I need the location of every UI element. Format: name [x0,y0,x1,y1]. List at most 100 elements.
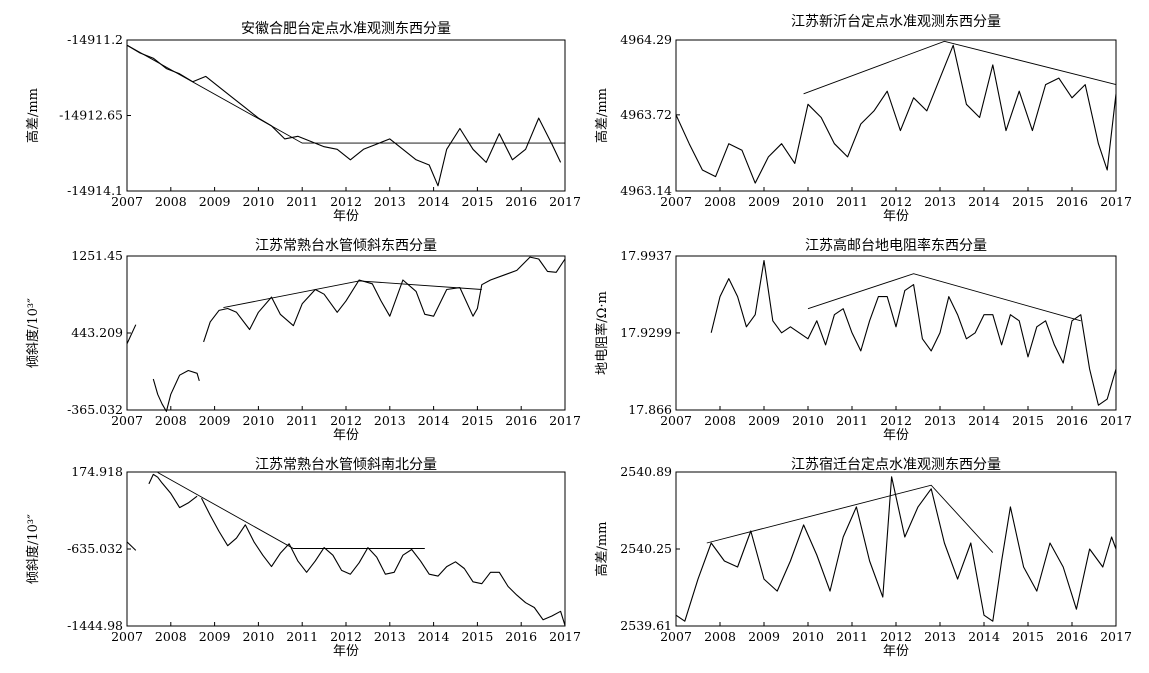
trend-line [803,40,1117,95]
trend-line [807,273,1081,322]
x-tick-label: 2015 [461,413,493,428]
x-tick-label: 2010 [242,629,274,644]
trend-line [223,280,482,309]
trend-line [126,44,565,144]
x-tick-label: 2011 [286,413,318,428]
y-axis-label: 高差/mm [594,88,610,143]
x-tick-label: 2007 [111,194,143,209]
x-tick-label: 2011 [836,413,868,428]
x-tick-label: 2014 [968,194,1000,209]
x-tick-label: 2012 [880,629,912,644]
x-tick-label: 2017 [1100,629,1132,644]
x-tick-label: 2009 [748,413,780,428]
x-tick-label: 2017 [1100,194,1132,209]
y-axis-label: 倾斜度/10³″ [25,514,41,584]
series-line-1 [126,541,137,551]
x-tick-label: 2008 [704,194,736,209]
x-tick-label: 2012 [880,413,912,428]
series-line-3 [201,497,566,626]
x-tick-label: 2016 [505,194,537,209]
y-tick-label: 2539.61 [620,618,672,633]
x-axis-label: 年份 [333,644,359,659]
x-tick-label: 2007 [660,413,692,428]
x-tick-label: 2008 [704,413,736,428]
x-tick-label: 2007 [660,194,692,209]
x-tick-label: 2013 [924,194,956,209]
chart-title: 江苏常熟台水管倾斜南北分量 [255,457,437,473]
y-tick-label: 17.9937 [620,248,672,263]
y-tick-label: 443.209 [71,325,123,340]
x-axis-label: 年份 [883,428,909,443]
x-tick-label: 2007 [660,629,692,644]
x-tick-label: 2014 [418,629,450,644]
x-tick-label: 2008 [155,413,187,428]
x-tick-label: 2013 [924,629,956,644]
series-line-2 [152,369,200,412]
x-tick-label: 2009 [199,194,231,209]
x-tick-label: 2015 [461,194,493,209]
y-tick-label: 4964.29 [620,32,672,47]
y-tick-label: 2540.89 [620,464,672,479]
x-tick-label: 2010 [242,194,274,209]
x-tick-label: 2008 [155,629,187,644]
plot-frame [126,471,566,627]
y-axis-label: 高差/mm [594,521,610,576]
x-tick-label: 2017 [549,629,581,644]
y-tick-label: 4963.14 [620,183,672,198]
y-tick-label: 174.918 [71,464,123,479]
chart-title: 江苏高邮台地电阻率东西分量 [805,237,987,254]
y-axis-label: 倾斜度/10³″ [25,298,41,368]
y-axis-label: 高差/mm [25,88,41,143]
chart-title: 安徽合肥台定点水准观测东西分量 [241,21,451,37]
x-tick-label: 2013 [374,629,406,644]
x-tick-label: 2010 [792,629,824,644]
x-tick-label: 2016 [1056,194,1088,209]
plot-frame [126,255,566,411]
y-tick-label: 2540.25 [620,541,672,556]
series-line-1 [675,476,1117,622]
trend-line [706,484,994,553]
chart-title: 江苏常熟台水管倾斜东西分量 [255,238,437,254]
x-tick-label: 2013 [924,413,956,428]
plot-frame [126,39,566,192]
chart-panel-5: 江苏常熟台水管倾斜南北分量 2007 2008 2009 2010 2011 2012 201… [25,457,581,659]
x-tick-label: 2008 [704,629,736,644]
plot-frame [675,39,1117,192]
chart-panel-2: 江苏新沂台定点水准观测东西分量 2007 2008 2009 2010 2011 2012 2… [594,14,1132,224]
x-tick-label: 2016 [1056,413,1088,428]
series-line-1 [126,324,137,345]
x-tick-label: 2009 [199,413,231,428]
x-tick-label: 2011 [286,629,318,644]
x-axis-label: 年份 [883,644,909,659]
x-tick-label: 2014 [418,194,450,209]
x-tick-label: 2012 [330,413,362,428]
x-tick-label: 2007 [111,629,143,644]
chart-panel-4: 江苏高邮台地电阻率东西分量 2007 2008 2009 2010 2011 2012 201… [594,237,1132,443]
x-tick-label: 2010 [792,413,824,428]
chart-panel-6: 江苏宿迁台定点水准观测东西分量 2007 2008 2009 2010 2011 2012 2… [594,456,1132,659]
x-tick-label: 2012 [330,629,362,644]
x-tick-label: 2013 [374,413,406,428]
x-tick-label: 2010 [792,194,824,209]
trend-line [157,472,425,549]
chart-panel-1: 安徽合肥台定点水准观测东西分量 2007 2008 2009 2010 2011 2012 2… [25,21,581,224]
y-axis-label: 地电阻率/Ω·m [594,291,610,375]
x-tick-label: 2015 [1012,413,1044,428]
x-tick-label: 2015 [1012,194,1044,209]
x-tick-label: 2012 [880,194,912,209]
x-tick-label: 2011 [836,194,868,209]
y-tick-label: 1251.45 [71,248,123,263]
series-line-3 [203,256,566,343]
x-tick-label: 2009 [199,629,231,644]
x-tick-label: 2016 [505,413,537,428]
x-tick-label: 2014 [418,413,450,428]
y-tick-label: 4963.72 [620,107,672,122]
y-tick-label: -14914.1 [67,183,123,198]
x-axis-label: 年份 [333,209,359,224]
x-tick-label: 2016 [505,629,537,644]
x-axis-label: 年份 [333,428,359,443]
x-tick-label: 2017 [549,413,581,428]
x-tick-label: 2011 [836,629,868,644]
x-tick-label: 2008 [155,194,187,209]
